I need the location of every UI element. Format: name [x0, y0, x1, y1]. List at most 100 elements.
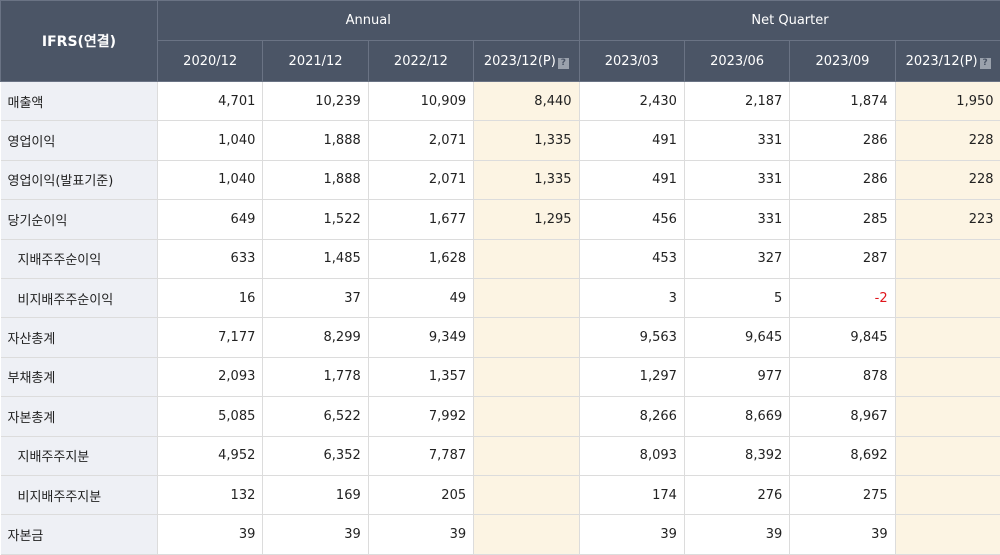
header-period-label: 2023/12(P)	[484, 54, 556, 69]
table-cell	[474, 357, 579, 396]
table-cell: 37	[263, 278, 368, 317]
table-cell: 2,430	[579, 82, 684, 121]
header-period: 2023/09	[790, 41, 895, 82]
table-cell: 276	[684, 475, 789, 514]
table-cell	[895, 278, 1000, 317]
table-cell: 331	[684, 121, 789, 160]
row-label[interactable]: 당기순이익	[1, 200, 158, 239]
help-icon[interactable]: ?	[558, 58, 569, 69]
table-cell: 223	[895, 200, 1000, 239]
table-cell: 1,335	[474, 121, 579, 160]
table-cell	[474, 278, 579, 317]
header-period: 2023/12(P)?	[474, 41, 579, 82]
table-cell: 8,392	[684, 436, 789, 475]
table-cell: 169	[263, 475, 368, 514]
table-cell: 16	[158, 278, 263, 317]
row-label[interactable]: 매출액	[1, 82, 158, 121]
header-period: 2021/12	[263, 41, 368, 82]
table-cell: 287	[790, 239, 895, 278]
table-cell: 456	[579, 200, 684, 239]
table-cell: 9,563	[579, 318, 684, 357]
table-cell: 132	[158, 475, 263, 514]
table-cell: 4,701	[158, 82, 263, 121]
table-cell: 5	[684, 278, 789, 317]
table-cell: 8,967	[790, 397, 895, 436]
table-cell: 491	[579, 121, 684, 160]
table-cell: 9,349	[368, 318, 473, 357]
table-cell: 1,040	[158, 160, 263, 199]
header-period-label: 2023/12(P)	[906, 54, 978, 69]
table-cell: -2	[790, 278, 895, 317]
table-cell: 1,040	[158, 121, 263, 160]
header-period-label: 2021/12	[289, 54, 343, 69]
table-cell: 1,677	[368, 200, 473, 239]
table-cell: 8,266	[579, 397, 684, 436]
header-period-label: 2023/06	[710, 54, 764, 69]
table-cell: 1,888	[263, 121, 368, 160]
table-cell	[895, 397, 1000, 436]
table-cell: 9,845	[790, 318, 895, 357]
header-period: 2023/03	[579, 41, 684, 82]
row-label[interactable]: 비지배주주지분	[1, 475, 158, 514]
table-cell: 205	[368, 475, 473, 514]
table-cell: 331	[684, 200, 789, 239]
table-cell: 275	[790, 475, 895, 514]
table-cell: 8,440	[474, 82, 579, 121]
table-cell: 2,093	[158, 357, 263, 396]
table-cell: 1,628	[368, 239, 473, 278]
table-cell: 39	[579, 515, 684, 554]
help-icon[interactable]: ?	[980, 58, 991, 69]
header-period-label: 2020/12	[183, 54, 237, 69]
header-period-label: 2023/09	[815, 54, 869, 69]
table-cell: 1,297	[579, 357, 684, 396]
table-cell: 8,299	[263, 318, 368, 357]
table-cell: 39	[158, 515, 263, 554]
table-cell: 1,357	[368, 357, 473, 396]
header-corner: IFRS(연결)	[1, 1, 158, 82]
table-cell: 1,888	[263, 160, 368, 199]
table-cell: 878	[790, 357, 895, 396]
table-cell: 39	[263, 515, 368, 554]
row-label[interactable]: 지배주주순이익	[1, 239, 158, 278]
row-label[interactable]: 자본총계	[1, 397, 158, 436]
table-cell: 2,071	[368, 160, 473, 199]
table-cell: 228	[895, 160, 1000, 199]
table-cell: 39	[790, 515, 895, 554]
table-cell	[474, 318, 579, 357]
header-period: 2020/12	[158, 41, 263, 82]
row-label[interactable]: 지배주주지분	[1, 436, 158, 475]
header-period-label: 2023/03	[605, 54, 659, 69]
table-cell	[474, 475, 579, 514]
row-label[interactable]: 영업이익(발표기준)	[1, 160, 158, 199]
table-cell: 285	[790, 200, 895, 239]
table-cell: 8,692	[790, 436, 895, 475]
row-label[interactable]: 영업이익	[1, 121, 158, 160]
row-label[interactable]: 비지배주주순이익	[1, 278, 158, 317]
table-cell: 1,950	[895, 82, 1000, 121]
row-label[interactable]: 부채총계	[1, 357, 158, 396]
table-cell: 1,485	[263, 239, 368, 278]
row-label[interactable]: 자본금	[1, 515, 158, 554]
table-cell: 2,187	[684, 82, 789, 121]
table-cell: 327	[684, 239, 789, 278]
header-period: 2023/12(P)?	[895, 41, 1000, 82]
table-cell	[895, 357, 1000, 396]
row-label[interactable]: 자산총계	[1, 318, 158, 357]
table-cell: 7,787	[368, 436, 473, 475]
table-cell: 7,177	[158, 318, 263, 357]
table-cell: 1,778	[263, 357, 368, 396]
table-cell: 286	[790, 160, 895, 199]
header-group-net-quarter: Net Quarter	[579, 1, 1000, 41]
